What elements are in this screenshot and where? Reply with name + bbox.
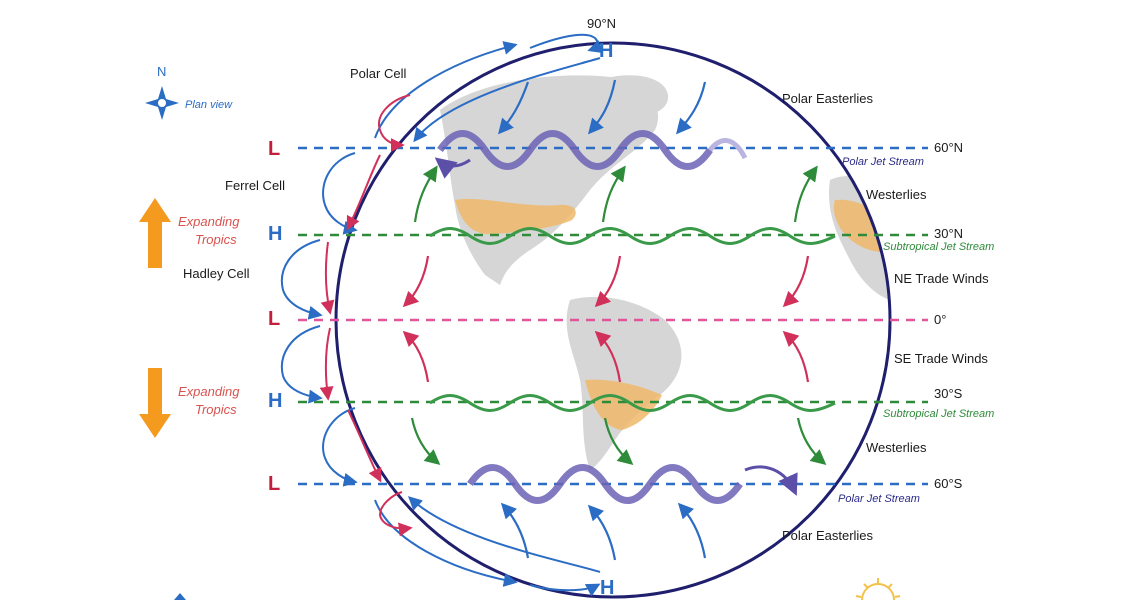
lat-label-90n: 90°N: [587, 16, 616, 31]
wind-arrow: [782, 330, 810, 383]
wind-label-ne-trade: NE Trade Winds: [894, 271, 989, 286]
westerlies-south-arrows: [410, 417, 827, 465]
tropics-north-line1: Expanding: [178, 214, 240, 229]
land-masses: [440, 75, 890, 470]
cell-label-polar: Polar Cell: [350, 66, 406, 81]
wind-arrow: [500, 502, 530, 559]
polar-cell-top-north: [529, 33, 603, 54]
down-arrow-icon: [139, 368, 171, 438]
pressure-h-30s: H: [268, 390, 282, 412]
wind-arrow: [402, 255, 430, 308]
wind-arrow: [677, 502, 707, 559]
red-loop-north-hadley: [320, 241, 335, 315]
compass-plan-view: Plan view: [185, 99, 233, 111]
wind-arrow: [793, 165, 818, 223]
red-loop-south-polar: [378, 491, 413, 537]
jet-label-polar-n: Polar Jet Stream: [842, 156, 924, 168]
wind-label-se-trade: SE Trade Winds: [894, 351, 988, 366]
partial-up-arrow-icon: [174, 593, 186, 600]
pressure-l-eq: L: [268, 308, 280, 330]
polar-cell-loops: [374, 33, 603, 597]
cell-label-hadley: Hadley Cell: [183, 266, 250, 281]
red-loop-south-hadley: [319, 327, 334, 401]
pressure-l-60s: L: [268, 473, 280, 495]
pressure-h-30n: H: [268, 223, 282, 245]
pressure-h-north-pole: H: [599, 40, 613, 62]
greenland: [599, 75, 669, 116]
sun-icon: [855, 578, 901, 601]
wind-arrow: [594, 330, 622, 383]
wind-arrow: [587, 79, 617, 135]
subtropical-jet-south: [429, 394, 836, 412]
hadley-cell-south: [280, 325, 323, 404]
red-loop-north-ferrel: [346, 154, 381, 231]
jet-streams: [429, 130, 836, 504]
subtropical-jet-north: [429, 227, 836, 245]
polar-cell-inner-north: [413, 57, 601, 143]
pressure-h-south-pole: H: [600, 577, 614, 599]
polar-jet-south-wave: [467, 464, 743, 504]
tropics-south-line1: Expanding: [178, 384, 240, 399]
lat-label-60n: 60°N: [934, 140, 963, 155]
polar-jet-north-tail: [708, 138, 748, 160]
compass-icon: N Plan view: [145, 64, 233, 120]
westerlies-north-arrows: [413, 165, 818, 223]
up-arrow-icon: [139, 198, 171, 268]
expanding-tropics-north: Expanding Tropics: [139, 198, 240, 268]
polar-easterlies-south-arrows: [500, 502, 707, 561]
ferrel-cell-north: [322, 152, 358, 235]
wind-arrow: [796, 417, 827, 465]
hadley-cell-loops: [280, 239, 323, 404]
polar-cell-inner-south: [407, 496, 601, 573]
lat-label-60s: 60°S: [934, 476, 963, 491]
polar-easterlies-north-arrows: [497, 79, 707, 135]
polar-cell-outer-north: [374, 41, 518, 139]
polar-jet-north-head: [434, 157, 471, 179]
compass-north-label: N: [157, 64, 166, 79]
wind-arrow: [594, 255, 622, 308]
wind-arrow: [675, 81, 707, 135]
ferrel-cell-south: [322, 407, 358, 487]
ferrel-cell-loops: [322, 152, 358, 487]
lat-label-eq: 0°: [934, 312, 946, 327]
wind-arrow: [402, 330, 430, 383]
polar-jet-south-head: [744, 465, 798, 496]
wind-arrow: [601, 165, 626, 223]
ne-trade-arrows: [402, 255, 810, 308]
tropics-south-line2: Tropics: [195, 402, 237, 417]
polar-jet-north-wave: [437, 130, 713, 170]
red-loop-south-ferrel: [347, 409, 382, 483]
wind-arrow: [497, 81, 530, 135]
wind-arrow: [603, 417, 634, 465]
wind-label-westerlies-s: Westerlies: [866, 440, 927, 455]
wind-label-polar-easterlies-n: Polar Easterlies: [782, 91, 874, 106]
tropics-north-line2: Tropics: [195, 232, 237, 247]
pressure-l-60n: L: [268, 138, 280, 160]
wind-label-westerlies-n: Westerlies: [866, 187, 927, 202]
lat-label-30n: 30°N: [934, 226, 963, 241]
red-loop-north-polar: [378, 94, 411, 152]
jet-label-subtropical-n: Subtropical Jet Stream: [883, 241, 994, 253]
desert-s-america: [585, 379, 662, 430]
hadley-cell-north: [280, 239, 323, 320]
polar-cell-bottom-south: [529, 583, 601, 597]
red-boundary-loops: [319, 94, 413, 537]
polar-cell-outer-south: [374, 499, 518, 587]
expanding-tropics-south: Expanding Tropics: [139, 368, 240, 438]
wind-label-polar-easterlies-s: Polar Easterlies: [782, 528, 874, 543]
lat-label-30s: 30°S: [934, 386, 963, 401]
desert-n-america: [455, 198, 576, 235]
jet-label-polar-s: Polar Jet Stream: [838, 493, 920, 505]
wind-arrow: [782, 255, 810, 308]
wind-arrow: [413, 165, 438, 223]
cell-label-ferrel: Ferrel Cell: [225, 178, 285, 193]
wind-arrow: [587, 504, 617, 561]
wind-arrow: [410, 417, 441, 465]
se-trade-arrows: [402, 330, 810, 383]
jet-label-subtropical-s: Subtropical Jet Stream: [883, 408, 994, 420]
